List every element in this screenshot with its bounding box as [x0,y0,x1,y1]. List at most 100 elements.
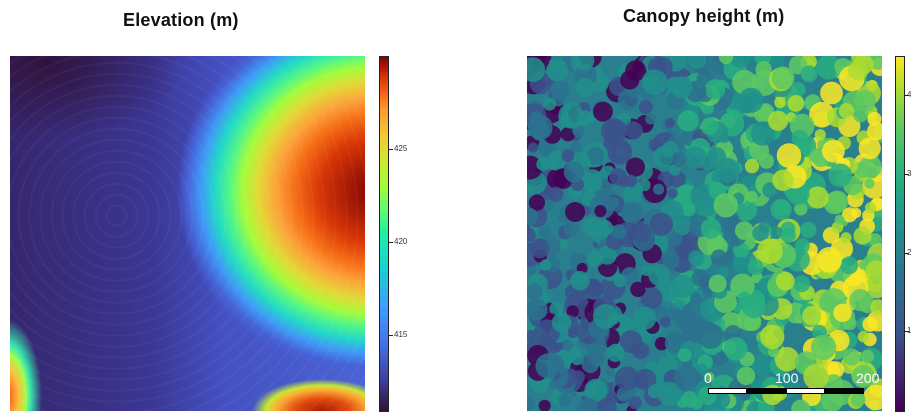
canopy-crown [584,378,608,402]
canopy-crown [820,81,843,105]
colorbar-tick-420 [389,242,393,243]
canopy-crown [548,186,564,202]
canopy-crown [654,337,669,351]
canopy-crown [687,56,707,69]
canopy-crown [857,331,870,343]
canopy-crown [718,98,729,110]
canopy-crown [527,298,548,321]
canopy-crown [770,198,792,221]
canopy-crown [625,157,645,177]
canopy-crown [601,118,627,144]
canopy-crown [575,78,595,98]
canopy-crown [730,273,755,298]
colorbar-tick-425 [389,149,393,150]
canopy-crown [734,256,747,270]
colorbar-tick-label-2: 2 [907,248,911,257]
canopy-crown [574,56,595,71]
colorbar-tick-label-4: 4 [907,90,911,99]
elevation-title: Elevation (m) [123,10,239,30]
colorbar-tick-3 [905,174,909,175]
canopy-crown [586,250,604,268]
canopy-crown [700,218,721,239]
canopy-crown [668,232,683,247]
scale-label-200: 200 [856,370,880,386]
canopy-crown [535,353,561,379]
canopy-crown [538,225,551,238]
canopy-crown [780,227,796,243]
canopy-crown [810,334,837,360]
canopy-crown [657,280,680,303]
canopy-crown [565,202,586,222]
colorbar-tick-2 [905,253,909,254]
canopy-crown [744,158,760,174]
canopy-crown [754,360,767,373]
scale-bar-segment [747,388,786,394]
canopy-crown [594,205,607,218]
canopy-crown [800,65,818,83]
canopy-crown [762,182,778,198]
canopy-crown [562,339,574,352]
elevation-contour-texture [10,56,365,411]
canopy-crown [546,59,569,82]
canopy-crown [662,252,680,270]
canopy-crown [529,238,550,259]
canopy-crown [840,232,852,244]
elevation-map [10,56,365,411]
canopy-crown [708,274,727,293]
canopy-crown [774,347,800,372]
canopy-crown [851,365,875,388]
canopy-crown [816,56,842,80]
canopy-crown [527,57,546,82]
canopy-crown [662,141,679,157]
canopy-crown [790,81,806,98]
canopy-crown [621,201,644,225]
canopy-crown [641,69,668,95]
canopy-crown [563,161,585,183]
canopy-crown [582,217,602,237]
canopy-crown [852,107,868,123]
canopy-crown [828,163,852,188]
canopy-crown [630,222,651,243]
canopy-crown [847,60,869,81]
canopy-crown [755,61,772,78]
canopy-crown [640,287,663,309]
canopy-crown [660,316,671,328]
canopy-crown [840,256,859,275]
canopy-crown [851,207,862,219]
canopy-crown [867,121,882,141]
canopy-crown [800,221,817,239]
colorbar-tick-label-3: 3 [907,169,911,178]
canopy-crown [793,275,811,293]
canopy-crown [728,56,752,68]
canopy-crown [858,259,869,270]
canopy-crown [738,87,764,113]
canopy-crown [543,97,556,111]
canopy-crown [527,396,536,411]
canopy-crown [570,271,590,291]
canopy-crown [561,149,575,163]
canopy-crown [774,96,786,109]
canopy-crown [648,263,671,286]
canopy-crown [613,274,627,288]
canopy-crown [704,79,726,100]
canopy-height-colorbar [895,56,905,412]
canopy-crown [791,399,811,411]
canopy-crown [864,202,877,214]
canopy-crown [853,226,872,245]
canopy-crown [558,102,585,129]
colorbar-tick-label-1: 1 [907,326,911,335]
canopy-crown [580,169,604,193]
canopy-crown [826,361,845,379]
canopy-crown [862,316,878,332]
canopy-crown [864,178,875,189]
canopy-crown [700,117,719,136]
canopy-crown [767,110,789,131]
canopy-crown [850,392,866,407]
scale-label-100: 100 [775,370,799,386]
canopy-crown [527,207,539,226]
canopy-crown [713,193,738,218]
canopy-crown [822,139,845,163]
canopy-crown [606,343,625,362]
canopy-crown [736,366,756,386]
